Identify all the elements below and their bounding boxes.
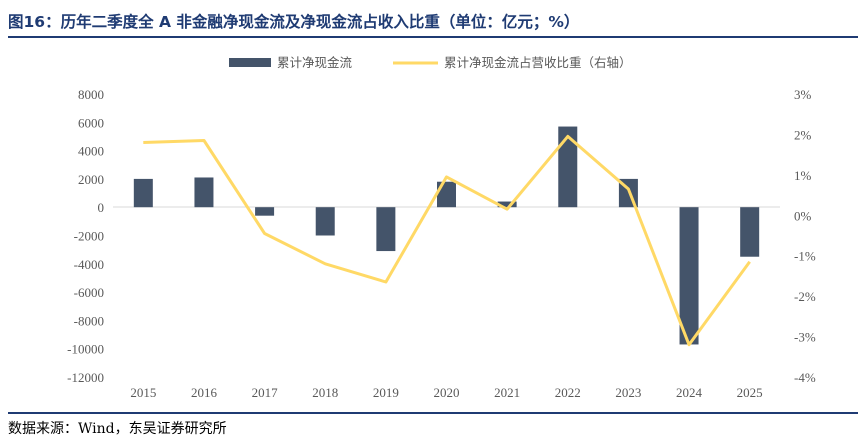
- left-tick-label: -10000: [67, 342, 104, 357]
- right-tick-label: 3%: [794, 87, 812, 102]
- x-tick-label: 2018: [312, 385, 338, 400]
- right-tick-label: -3%: [794, 330, 816, 345]
- legend-swatch-bar: [229, 58, 271, 67]
- bar-2018: [315, 207, 335, 236]
- title-rule: [8, 36, 858, 38]
- right-tick-label: -4%: [794, 370, 816, 385]
- chart: 累计净现金流 累计净现金流占营收比重（右轴） 8000 6000 4000 2000 0…: [67, 55, 816, 400]
- bar-2015: [133, 178, 153, 208]
- left-tick-label: 4000: [78, 144, 104, 159]
- bar-2016: [194, 177, 214, 208]
- right-tick-label: -1%: [794, 249, 816, 264]
- bar-2021: [497, 201, 517, 208]
- left-tick-label: -4000: [74, 257, 104, 272]
- left-tick-label: -2000: [74, 229, 104, 244]
- right-tick-label: -2%: [794, 289, 816, 304]
- figure-title: 图16：历年二季度全 A 非金融净现金流及净现金流占收入比重（单位：亿元；%）: [8, 13, 580, 31]
- right-tick-label: 1%: [794, 168, 812, 183]
- left-tick-label: -12000: [67, 370, 104, 385]
- left-tick-label: 0: [98, 200, 105, 215]
- x-tick-label: 2017: [252, 385, 279, 400]
- ratio-line: [143, 134, 751, 347]
- x-tick-label: 2025: [737, 385, 763, 400]
- left-tick-label: 8000: [78, 87, 104, 102]
- x-axis-labels: 2015 2016 2017 2018 2019 2020 2021 2022 2023 2024…: [130, 385, 762, 400]
- right-axis: 3% 2% 1% 0% -1% -2% -3% -4%: [794, 87, 816, 385]
- left-tick-label: -8000: [74, 313, 104, 328]
- legend: 累计净现金流 累计净现金流占营收比重（右轴）: [229, 55, 632, 70]
- left-tick-label: -6000: [74, 285, 104, 300]
- bar-2017: [255, 207, 275, 216]
- bar-2025: [740, 207, 760, 257]
- bar-series: [133, 126, 760, 345]
- bar-2022: [558, 126, 578, 208]
- bar-2024: [679, 207, 699, 345]
- x-tick-label: 2023: [615, 385, 641, 400]
- x-tick-label: 2024: [676, 385, 703, 400]
- x-tick-label: 2019: [373, 385, 399, 400]
- right-tick-label: 2%: [794, 127, 812, 142]
- x-tick-label: 2021: [494, 385, 520, 400]
- left-tick-label: 6000: [78, 115, 104, 130]
- bar-2019: [376, 207, 396, 252]
- x-tick-label: 2016: [191, 385, 218, 400]
- x-tick-label: 2022: [555, 385, 581, 400]
- source-note: 数据来源：Wind，东吴证券研究所: [8, 421, 227, 437]
- x-tick-label: 2020: [434, 385, 460, 400]
- left-tick-label: 2000: [78, 172, 104, 187]
- legend-label-line: 累计净现金流占营收比重（右轴）: [444, 55, 632, 70]
- right-tick-label: 0%: [794, 208, 812, 223]
- legend-label-bar: 累计净现金流: [277, 55, 353, 70]
- source-rule: [8, 412, 858, 414]
- left-axis: 8000 6000 4000 2000 0 -2000 -4000 -6000 -8000 -10…: [67, 87, 104, 385]
- x-tick-label: 2015: [130, 385, 156, 400]
